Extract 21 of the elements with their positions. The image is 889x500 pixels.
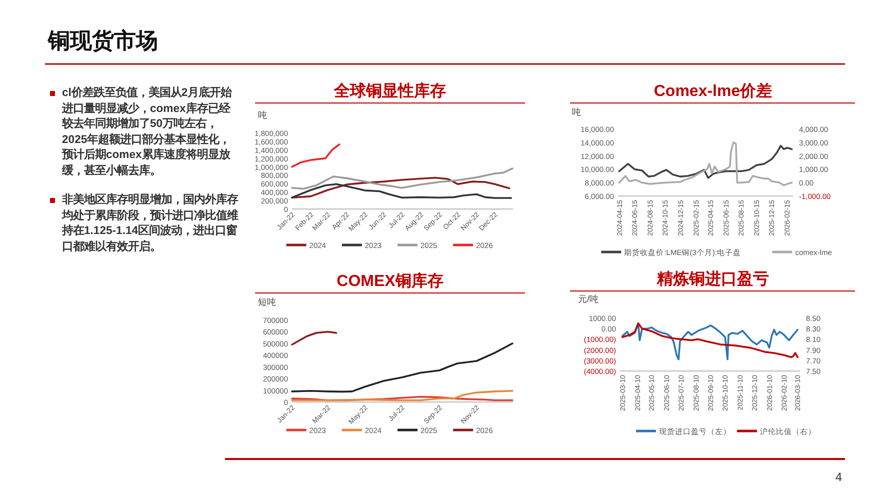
line-series	[618, 142, 793, 186]
line-series	[291, 144, 340, 168]
line-series	[291, 168, 514, 190]
line-series	[618, 144, 793, 179]
y-axis-title: 吨	[258, 110, 267, 120]
chart-title: 精炼铜进口盈亏	[656, 270, 769, 288]
line-series	[291, 330, 338, 346]
y-axis-title: 短吨	[258, 297, 276, 307]
chart-title: COMEX铜库存	[336, 272, 444, 290]
y-axis-title: 元/吨	[578, 294, 599, 304]
y-axis-title: 吨	[572, 107, 581, 117]
text: cl价差跌至负值，美国从2月底开始进口量明显减少，comex库存已经较去年同期增加了50万吨左右，2025年超额进口部分基本显性化，预计后期comex累库速度将明显放缓，甚至小幅去库。	[62, 86, 233, 178]
line-series	[291, 183, 512, 199]
line-series	[291, 390, 514, 402]
chart-title: 全球铜显性库存	[333, 82, 446, 100]
text: 4	[835, 470, 842, 484]
chart-title: Comex-lme价差	[654, 82, 772, 100]
text: 非美地区库存明显增加，国内外库存均处于累库阶段，预计进口净比值维持在1.125-1.14区间波动，进出口窗口都难以有效开启。	[62, 193, 240, 254]
line-series	[291, 342, 514, 393]
line-series	[291, 176, 510, 198]
text: 铜现货市场	[47, 28, 158, 53]
